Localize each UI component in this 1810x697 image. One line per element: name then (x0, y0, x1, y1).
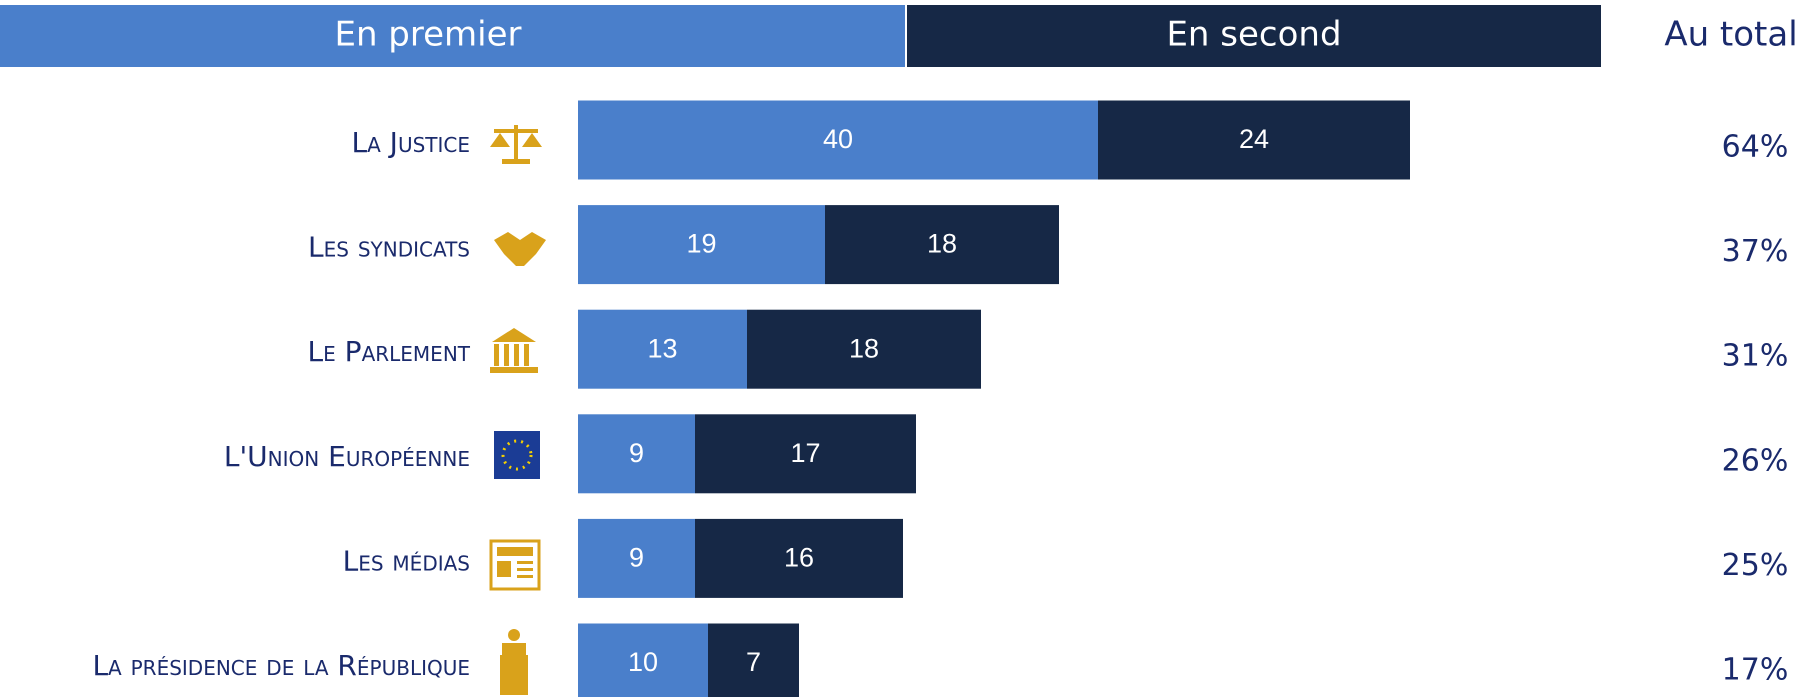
legend-swatch (0, 5, 905, 67)
bar-segment (747, 309, 981, 389)
total-label: 37% (1722, 234, 1789, 269)
category-label: L'Union Européenne (224, 440, 470, 473)
icon-scales (490, 125, 542, 164)
total-label: 25% (1722, 548, 1789, 583)
bar-segment (708, 623, 799, 697)
bar-segment (578, 623, 708, 697)
value-label: 10 (628, 647, 658, 677)
value-label: 17 (790, 438, 820, 468)
value-label: 9 (629, 438, 644, 468)
total-label: 64% (1722, 130, 1789, 165)
legend-label: En premier (334, 15, 521, 55)
total-label: 31% (1722, 339, 1789, 374)
bar-segment (578, 518, 695, 598)
total-label: 17% (1722, 653, 1789, 688)
category-label: Les syndicats (308, 231, 470, 264)
category-label: La présidence de la République (92, 649, 470, 682)
icons (489, 125, 546, 695)
total-label: 26% (1722, 443, 1789, 478)
bar-segment (578, 309, 747, 389)
bar-segment (1098, 100, 1410, 180)
icon-podium (500, 629, 528, 695)
category-label: Les médias (343, 544, 470, 577)
value-label: 9 (629, 543, 644, 573)
value-label: 40 (823, 124, 853, 154)
bar-segment (695, 518, 903, 598)
legend-label: En second (1166, 15, 1341, 55)
icon-parliament (490, 328, 538, 373)
value-label: 24 (1239, 124, 1269, 154)
value-label: 13 (647, 333, 677, 363)
value-label: 7 (746, 647, 761, 677)
value-label: 18 (927, 229, 957, 259)
bar-segment (825, 205, 1059, 285)
bar-segment (578, 205, 825, 285)
value-label: 19 (686, 229, 716, 259)
value-label: 16 (784, 543, 814, 573)
bar-segment (578, 414, 695, 494)
icon-news (489, 539, 541, 591)
category-label: La Justice (352, 126, 471, 159)
bar-segment (578, 100, 1098, 180)
icon-handshake (494, 232, 546, 266)
icon-eu-flag (494, 431, 540, 479)
totals-header: Au total (1664, 15, 1797, 55)
legend-swatch (907, 5, 1601, 67)
bar-segment (695, 414, 916, 494)
category-label: Le Parlement (308, 335, 471, 368)
value-label: 18 (849, 333, 879, 363)
